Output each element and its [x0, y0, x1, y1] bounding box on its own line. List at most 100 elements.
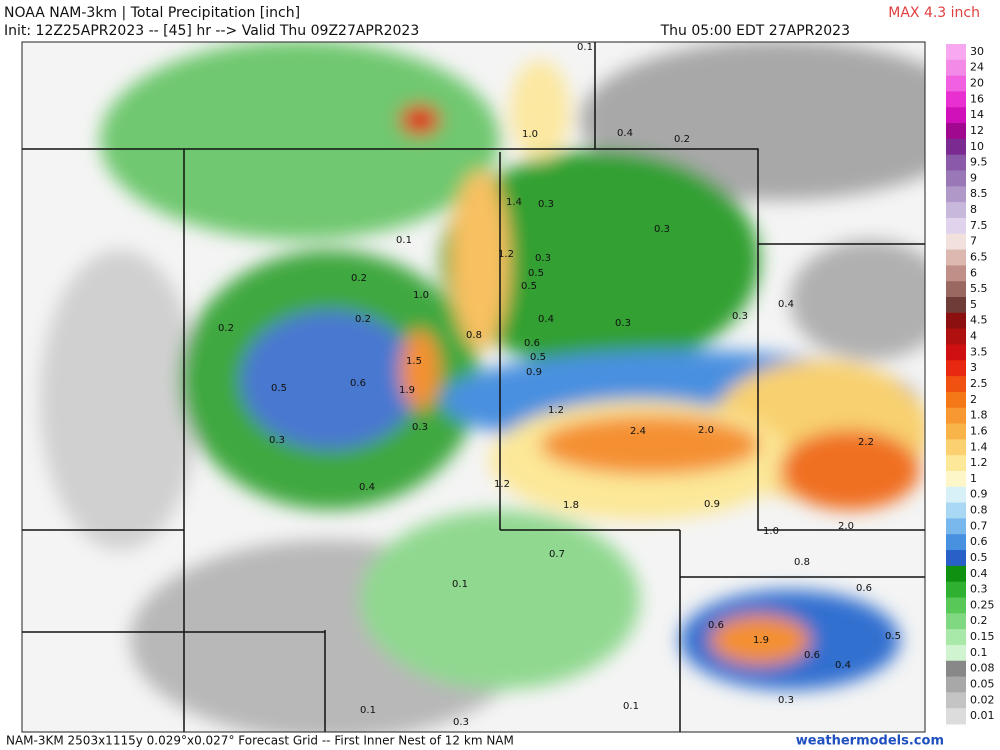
map-value-label: 0.2 — [218, 323, 234, 334]
colorbar-swatch — [946, 613, 966, 630]
colorbar-swatch — [946, 360, 966, 377]
colorbar-swatch — [946, 407, 966, 425]
map-value-label: 0.5 — [271, 383, 287, 394]
map-value-label: 0.5 — [528, 268, 544, 279]
colorbar-swatch — [946, 170, 966, 187]
colorbar-label: 7 — [970, 235, 977, 248]
map-value-label: 0.4 — [835, 660, 851, 671]
map-value-label: 0.2 — [351, 273, 367, 284]
colorbar-label: 0.1 — [970, 646, 988, 659]
colorbar-label: 1.6 — [970, 424, 988, 437]
map-value-label: 1.0 — [522, 129, 538, 140]
colorbar-label: 20 — [970, 77, 984, 90]
colorbar-label: 14 — [970, 108, 984, 121]
colorbar-swatch — [946, 312, 966, 330]
colorbar-swatch — [946, 692, 966, 709]
colorbar-swatch — [946, 660, 966, 678]
colorbar-label: 9 — [970, 171, 977, 184]
map-value-label: 0.6 — [350, 378, 366, 389]
colorbar-label: 6.5 — [970, 250, 988, 263]
title: NOAA NAM-3km | Total Precipitation [inch… — [4, 5, 300, 21]
colorbar-label: 24 — [970, 61, 984, 74]
colorbar-label: 8.5 — [970, 187, 988, 200]
colorbar-swatch — [946, 376, 966, 393]
map-frame — [21, 41, 926, 733]
map-value-label: 0.1 — [623, 701, 639, 712]
colorbar-label: 2.5 — [970, 377, 988, 390]
map-value-label: 1.5 — [406, 356, 422, 367]
colorbar-label: 0.3 — [970, 583, 988, 596]
map-value-label: 1.2 — [498, 249, 514, 260]
colorbar-swatch — [946, 328, 966, 345]
colorbar-label: 0.08 — [970, 662, 995, 675]
colorbar-label: 0.4 — [970, 567, 988, 580]
map-value-label: 0.1 — [396, 235, 412, 246]
colorbar-swatch — [946, 502, 966, 519]
map-value-label: 0.5 — [885, 631, 901, 642]
colorbar-swatch — [946, 423, 966, 440]
map-value-label: 0.4 — [538, 314, 554, 325]
colorbar-label: 0.7 — [970, 519, 988, 532]
map-value-label: 1.4 — [506, 197, 522, 208]
map-value-label: 0.7 — [549, 549, 565, 560]
colorbar-swatch — [946, 676, 966, 693]
map-value-label: 1.2 — [494, 479, 510, 490]
colorbar-label: 4.5 — [970, 314, 988, 327]
colorbar-swatch — [946, 75, 966, 92]
colorbar-swatch — [946, 486, 966, 504]
colorbar-swatch — [946, 91, 966, 108]
colorbar-swatch — [946, 629, 966, 646]
colorbar-swatch — [946, 565, 966, 583]
map-value-label: 0.3 — [412, 422, 428, 433]
map-value-label: 0.4 — [359, 482, 375, 493]
colorbar-label: 1.4 — [970, 440, 988, 453]
colorbar-swatch — [946, 581, 966, 598]
colorbar-label: 16 — [970, 92, 984, 105]
map-value-label: 0.8 — [466, 330, 482, 341]
map-value-label: 1.9 — [399, 385, 415, 396]
valid-time: Thu 05:00 EDT 27APR2023 — [660, 23, 850, 39]
colorbar-label: 3.5 — [970, 345, 988, 358]
colorbar-label: 12 — [970, 124, 984, 137]
colorbar-label: 8 — [970, 203, 977, 216]
colorbar-swatch — [946, 233, 966, 251]
colorbar-label: 3 — [970, 361, 977, 374]
colorbar-swatch — [946, 265, 966, 282]
colorbar-label: 0.5 — [970, 551, 988, 564]
colorbar-label: 4 — [970, 330, 977, 343]
init-time: Init: 12Z25APR2023 -- [45] hr --> Valid … — [4, 23, 419, 39]
colorbar-swatch — [946, 550, 966, 567]
colorbar-swatch — [946, 59, 966, 77]
colorbar-swatch — [946, 470, 966, 488]
map-value-label: 0.3 — [538, 199, 554, 210]
colorbar-swatch — [946, 154, 966, 172]
map-labels: 0.1 0.4 0.2 1.0 1.4 0.3 0.3 0.1 1.2 0.3 0.5 0.2 0.5 1… — [218, 42, 901, 728]
colorbar-label: 0.6 — [970, 535, 988, 548]
map-value-label: 0.1 — [577, 42, 593, 53]
map-value-label: 0.4 — [778, 299, 794, 310]
map-value-label: 0.9 — [704, 499, 720, 510]
map — [22, 42, 925, 732]
map-value-label: 2.4 — [630, 426, 646, 437]
colorbar-label: 1.2 — [970, 456, 988, 469]
colorbar-swatch — [946, 597, 966, 614]
map-value-label: 0.3 — [778, 695, 794, 706]
colorbar-swatch — [946, 391, 966, 409]
colorbar-swatch — [946, 297, 966, 314]
colorbar-label: 0.05 — [970, 677, 995, 690]
colorbar-label: 0.8 — [970, 504, 988, 517]
colorbar-swatch — [946, 344, 966, 361]
colorbar-swatch — [946, 439, 966, 456]
footer-site: weathermodels.com — [796, 734, 944, 749]
colorbar-label: 5.5 — [970, 282, 988, 295]
map-value-label: 0.6 — [524, 338, 540, 349]
colorbar-swatch — [946, 186, 966, 203]
colorbar-label: 7.5 — [970, 219, 988, 232]
map-value-label: 0.2 — [674, 134, 690, 145]
colorbar-label: 9.5 — [970, 156, 988, 169]
map-value-label: 0.3 — [654, 224, 670, 235]
map-value-label: 0.6 — [708, 620, 724, 631]
map-value-label: 2.0 — [838, 521, 854, 532]
map-value-label: 0.6 — [804, 650, 820, 661]
map-value-label: 1.9 — [753, 635, 769, 646]
